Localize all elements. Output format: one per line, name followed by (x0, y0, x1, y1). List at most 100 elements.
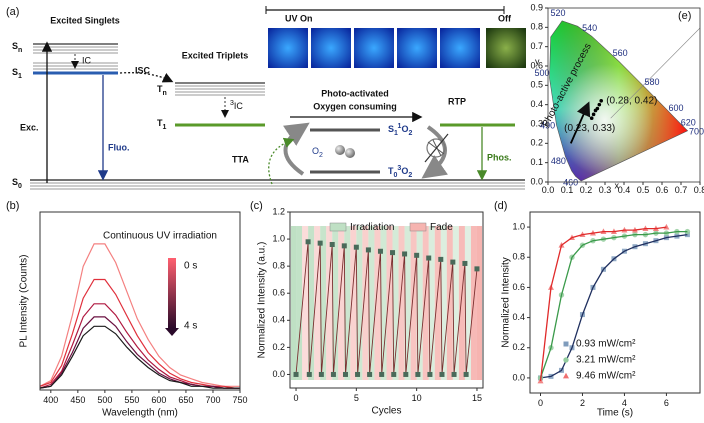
formula-main: T (157, 118, 163, 128)
photo-label: Oxygen consuming (313, 101, 397, 111)
x-tick-label: 2 (580, 398, 585, 408)
uv-on-label: UV On (285, 13, 313, 23)
legend-label: 9.46 mW/cm² (576, 371, 636, 382)
marker (402, 251, 408, 257)
marker (342, 371, 348, 377)
marker (377, 248, 383, 254)
marker (353, 244, 359, 250)
plot-frame (529, 211, 701, 394)
cycle-line (295, 241, 478, 375)
y-tick-label: 0.2 (512, 342, 525, 352)
cie-point (595, 106, 600, 111)
marker (306, 371, 312, 377)
phase-band (458, 226, 465, 380)
wavelength-label: 460 (563, 177, 578, 187)
state-label: S1 (12, 67, 22, 80)
panel-label: (e) (678, 10, 691, 22)
phase-band (470, 226, 477, 380)
oxygen-state: T03O2 (388, 165, 412, 179)
marker (305, 239, 311, 245)
y-tick-label: 0.7 (530, 41, 543, 51)
marker (427, 371, 433, 377)
planckian-guide (610, 27, 701, 119)
subscript: 0 (18, 183, 22, 190)
phase-band (350, 226, 357, 380)
x-tick-label: 0.4 (618, 185, 631, 195)
y-tick-label: 0.9 (530, 2, 543, 12)
subscript: 1 (394, 130, 398, 137)
wavelength-label: 560 (613, 48, 628, 58)
state-label: Sn (12, 41, 22, 54)
y-axis-label: Normalized Intensity (501, 257, 512, 348)
singlets-title: Excited Singlets (50, 15, 120, 25)
phase-band (332, 226, 339, 380)
x-tick-label: 0.1 (561, 185, 574, 195)
x-tick-label: 0.2 (580, 185, 593, 195)
oxygen-state: S11O2 (388, 123, 412, 137)
y-tick-label: 0.6 (272, 288, 285, 298)
phase-band (452, 226, 459, 380)
wavelength-label: 700 (689, 126, 704, 136)
subscript: n (18, 47, 22, 54)
marker (451, 371, 457, 377)
fit-line (540, 233, 688, 379)
marker (367, 371, 373, 377)
phase-band (476, 226, 482, 380)
marker (318, 371, 324, 377)
legend-swatch (329, 222, 347, 232)
panel-label: (c) (250, 200, 263, 212)
formula-main: S (388, 124, 394, 134)
phase-band (291, 226, 297, 380)
marker (317, 240, 323, 246)
annotation: Continuous UV irradiation (103, 231, 217, 242)
phase-band (362, 226, 369, 380)
x-tick-label: 0.7 (675, 185, 688, 195)
plot-frame (289, 211, 484, 389)
phase-band (326, 226, 333, 380)
phase-band (434, 226, 441, 380)
formula-main: O (312, 146, 319, 156)
wavelength-label: 620 (681, 117, 696, 127)
phase-band (302, 226, 309, 380)
y-tick-label: 0.8 (272, 261, 285, 271)
plot-frame (547, 7, 701, 183)
phase-band (320, 226, 327, 380)
x-axis-label: Cycles (371, 406, 401, 417)
marker (330, 371, 336, 377)
x-tick-label: 6 (664, 398, 669, 408)
exc-label: Exc. (20, 122, 39, 132)
phase-band (374, 226, 381, 380)
formula-main: O (401, 166, 408, 176)
marker (684, 232, 690, 238)
marker (450, 259, 456, 265)
isc-label: ISC (135, 65, 151, 75)
formula-main: O (401, 124, 408, 134)
superscript: 3 (230, 100, 234, 107)
x-axis-label: x (615, 180, 620, 190)
marker (391, 371, 397, 377)
subscript: 2 (408, 172, 412, 179)
phase-band (314, 226, 321, 380)
spectrum-line (39, 325, 240, 389)
y-tick-label: 0.4 (512, 312, 525, 322)
x-tick-label: 400 (43, 395, 58, 405)
legend-marker (563, 341, 569, 347)
x-tick-label: 0.8 (694, 185, 704, 195)
y-tick-label: 0.4 (272, 315, 285, 325)
phase-band (446, 226, 453, 380)
x-tick-label: 0.5 (637, 185, 650, 195)
formula-main: S (12, 177, 18, 187)
phos-label: Phos. (487, 152, 512, 162)
y-tick-label: 0.8 (512, 252, 525, 262)
x-tick-label: 650 (178, 395, 193, 405)
cie-gamut (549, 20, 689, 182)
phase-band (368, 226, 375, 380)
x-tick-label: 700 (205, 395, 220, 405)
marker (663, 223, 670, 230)
wavelength-label: 520 (551, 8, 566, 18)
marker (462, 260, 468, 266)
subscript: 2 (319, 152, 323, 159)
point-label: (0.28, 0.42) (606, 95, 657, 106)
legend-label: Irradiation (350, 222, 394, 233)
